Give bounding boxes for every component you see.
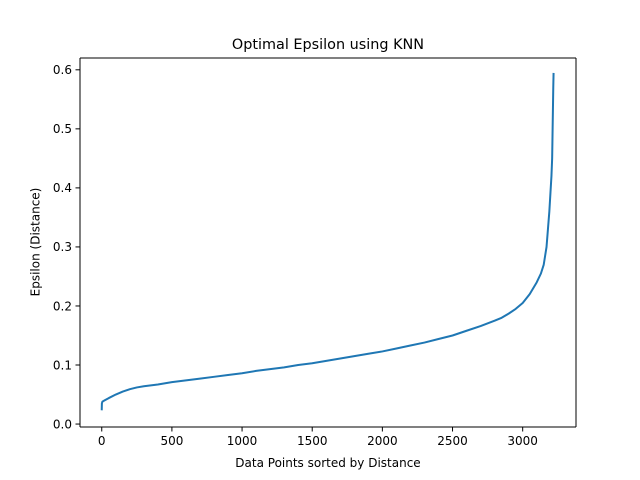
x-tick-label: 1500 — [297, 434, 328, 448]
x-tick-label: 3000 — [507, 434, 538, 448]
y-tick-label: 0.0 — [53, 417, 72, 431]
x-tick-label: 1000 — [227, 434, 258, 448]
y-axis-label: Epsilon (Distance) — [29, 188, 43, 297]
x-axis-label: Data Points sorted by Distance — [235, 456, 420, 470]
y-tick-label: 0.2 — [53, 299, 72, 313]
chart-title: Optimal Epsilon using KNN — [232, 37, 424, 53]
y-tick-label: 0.5 — [53, 122, 72, 136]
plot-area: 0 500 1000 1500 2000 2500 3000 0.0 0.1 0.2 0.3 0.4 0… — [53, 57, 577, 448]
y-tick-label: 0.3 — [53, 240, 72, 254]
y-tick-label: 0.6 — [53, 63, 72, 77]
data-series-line — [100, 72, 555, 411]
x-tick-label: 0 — [98, 434, 106, 448]
x-tick-label: 2000 — [367, 434, 398, 448]
y-tick-label: 0.4 — [53, 181, 72, 195]
x-tick-label: 2500 — [437, 434, 468, 448]
x-tick-label: 500 — [160, 434, 183, 448]
y-tick-label: 0.1 — [53, 358, 72, 372]
